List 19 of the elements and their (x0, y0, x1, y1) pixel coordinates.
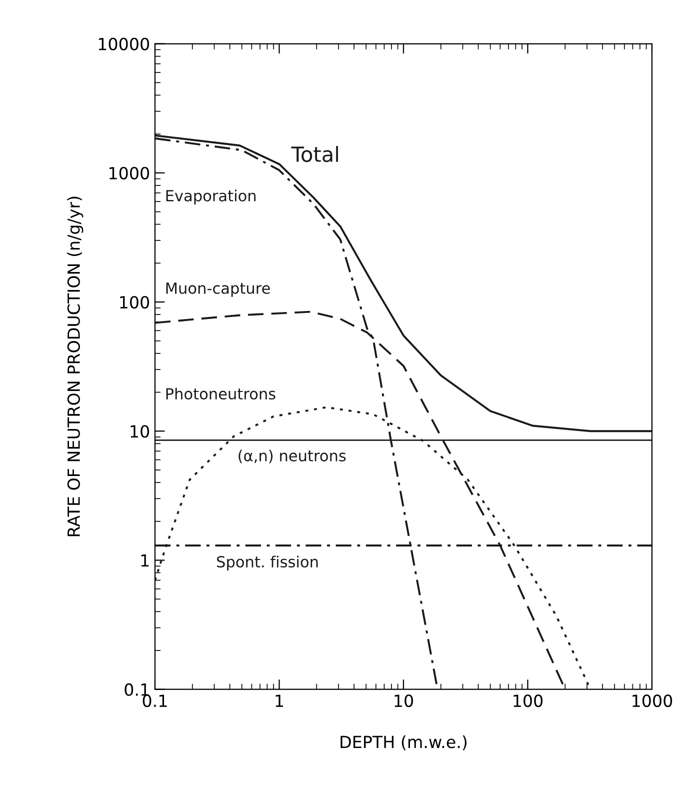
series-label: (α,n) neutrons (238, 450, 346, 464)
y-tick-label: 1 (141, 554, 149, 567)
series-label: Evaporation (166, 190, 256, 204)
x-tick-label: 100 (514, 694, 543, 708)
y-axis-title: RATE OF NEUTRON PRODUCTION (n/g/yr) (67, 196, 84, 536)
y-tick-label: 0.1 (124, 683, 149, 696)
y-tick-label: 100 (120, 296, 150, 309)
x-tick-label: 10 (394, 694, 413, 708)
y-tick-label: 1000 (110, 166, 150, 180)
x-tick-label: 1 (276, 694, 283, 707)
series-label: Total (291, 146, 338, 162)
y-tick-label: 10000 (98, 38, 150, 50)
x-axis-title: DEPTH (m.w.e.) (340, 735, 467, 750)
x-tick-label: 0.1 (142, 694, 167, 708)
y-tick-label: 10 (130, 425, 150, 438)
x-tick-label: 1000 (632, 694, 672, 708)
series-label: Spont. fission (217, 556, 318, 570)
series-label: Muon-capture (166, 282, 270, 297)
series-label: Photoneutrons (166, 388, 276, 400)
